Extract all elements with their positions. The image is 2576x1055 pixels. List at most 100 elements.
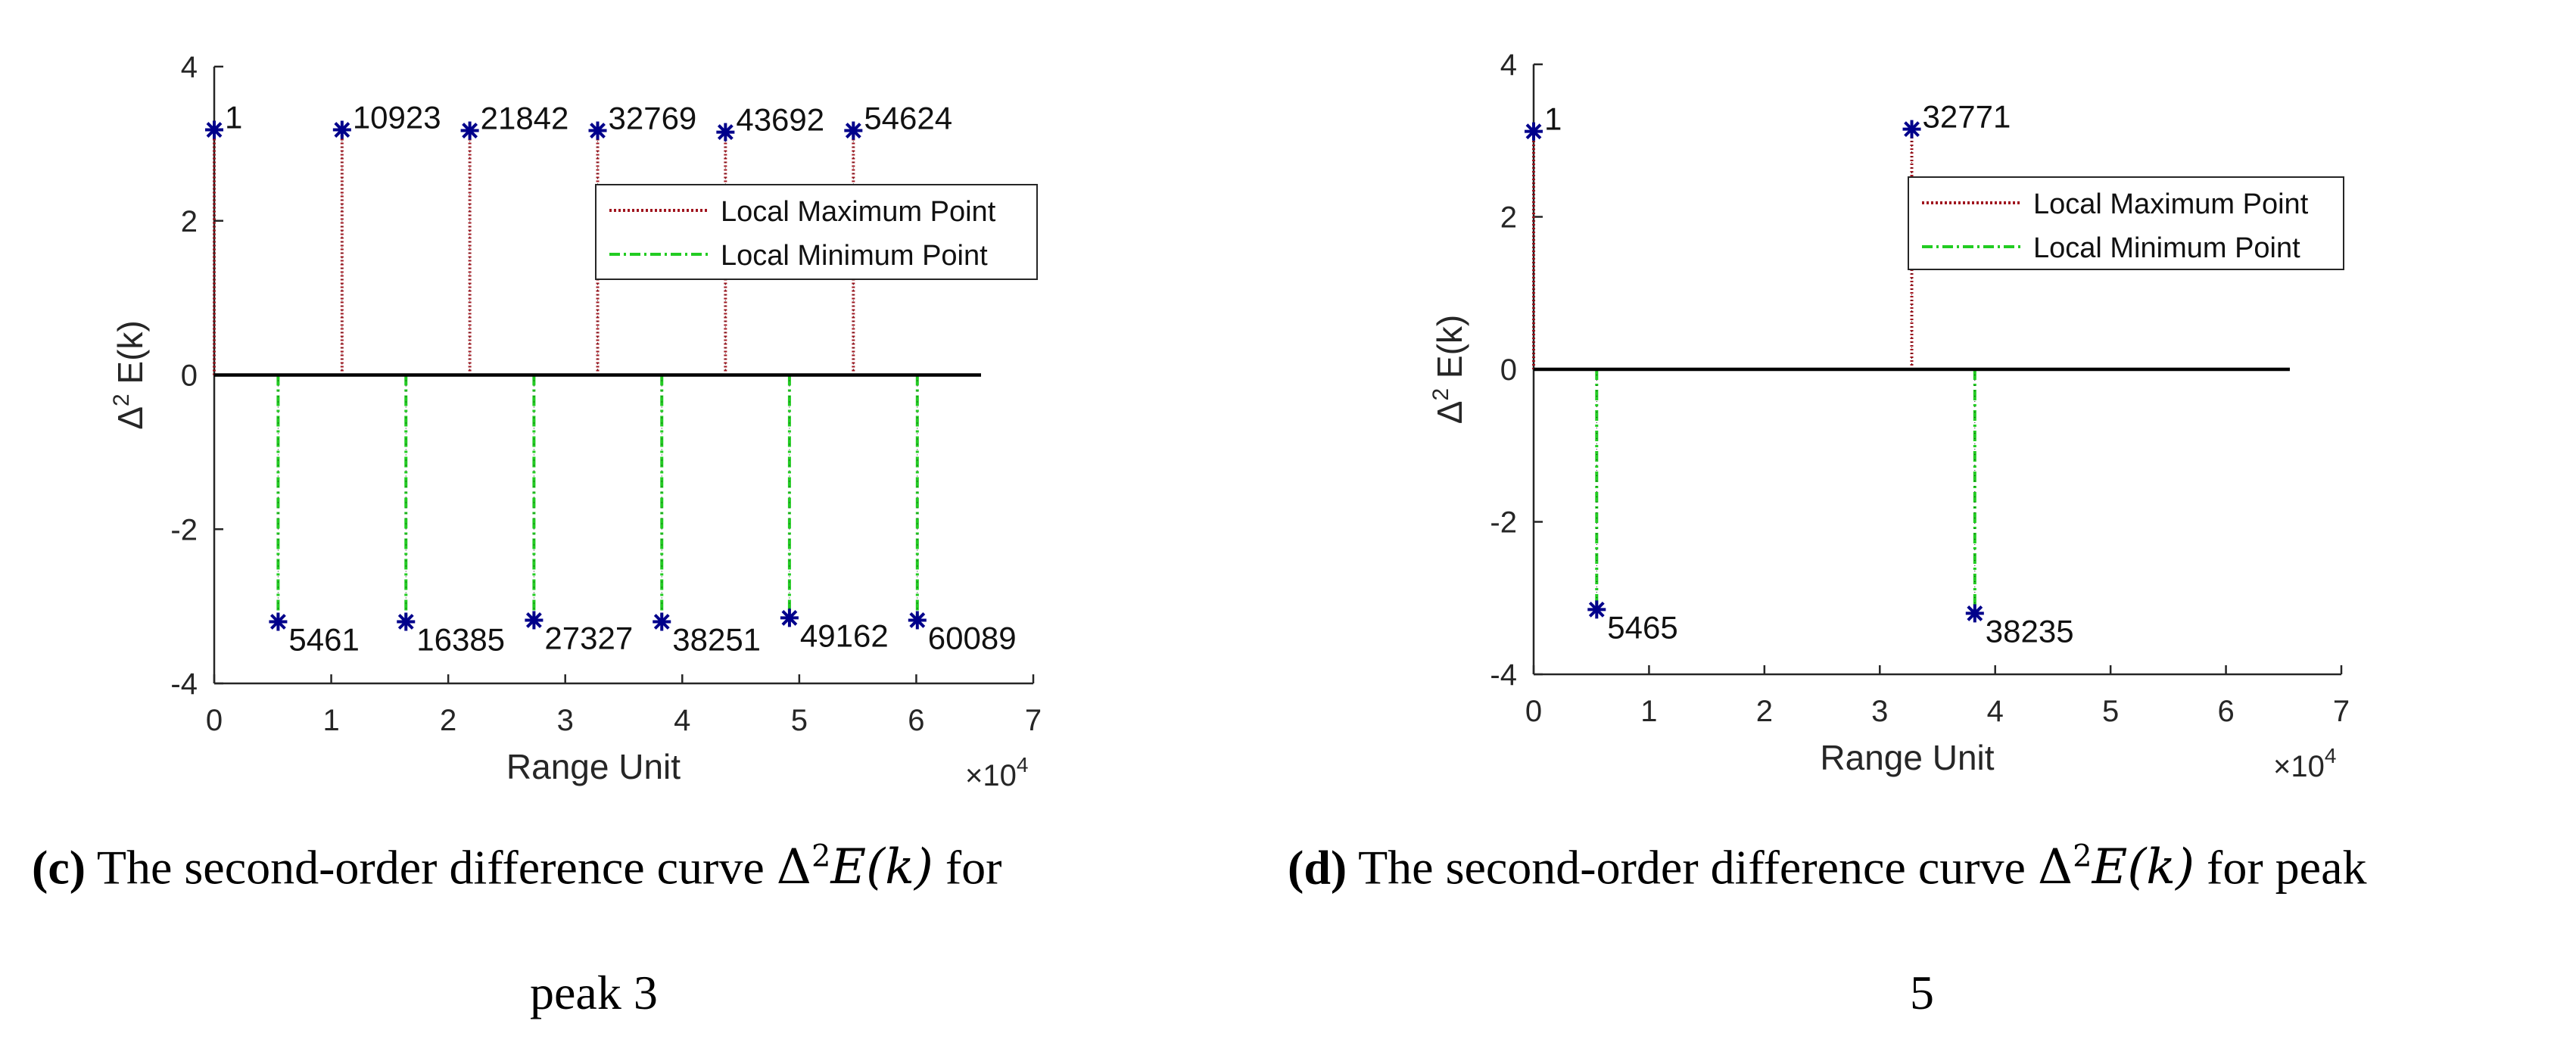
y-tick-label: 2: [181, 205, 198, 238]
caption-letter: (d): [1288, 840, 1347, 895]
x-multiplier-exponent: 4: [1017, 753, 1029, 776]
math-function: E(k): [830, 839, 933, 896]
x-tick-label: 3: [1871, 695, 1888, 728]
min-point-label: 49162: [800, 618, 889, 653]
x-multiplier-base: ×10: [2273, 750, 2325, 783]
asterisk-marker: [332, 120, 351, 139]
x-tick-label: 2: [1756, 695, 1773, 728]
max-point-label: 32769: [609, 101, 697, 136]
y-axis-label-symbol: Δ: [111, 406, 150, 430]
math-function: E(k): [2092, 839, 2195, 896]
math-exponent: 2: [2073, 839, 2092, 874]
x-tick-label: 5: [791, 704, 808, 737]
marker-stroke: [269, 614, 286, 630]
min-point-label: 38251: [672, 622, 761, 658]
caption-line-2: peak 3: [530, 966, 658, 1020]
marker-stroke: [206, 122, 223, 138]
asterisk-marker: [1525, 122, 1543, 141]
y-tick-label: 0: [181, 359, 198, 393]
legend-entry: Local Maximum Point: [721, 196, 996, 228]
x-multiplier-exponent: 4: [2325, 744, 2337, 767]
y-axis-label-text: E(k): [111, 320, 150, 394]
caption-suffix: for peak: [2194, 840, 2367, 895]
caption-text: The second-order difference curve: [86, 840, 777, 895]
min-point-label: 60089: [928, 620, 1017, 655]
marker-stroke: [590, 123, 606, 138]
x-tick-label: 4: [674, 704, 690, 737]
marker-stroke: [653, 614, 670, 630]
asterisk-marker: [716, 123, 735, 142]
max-point-label: 10923: [353, 100, 441, 135]
max-point-label: 21842: [481, 101, 569, 136]
max-point-label: 54624: [864, 101, 952, 136]
x-axis-label: Range Unit: [506, 747, 681, 786]
y-tick-label: -4: [1490, 658, 1517, 692]
asterisk-marker: [269, 612, 288, 631]
figure-d: 0 1 2 3 4 5 6 7 4 2 0 -2 -4 Range Unit Δ2 E(k) ×104 1 327…: [1288, 0, 2576, 1041]
y-axis-label-exponent: 2: [109, 394, 134, 406]
marker-stroke: [781, 609, 798, 626]
asterisk-marker: [525, 611, 544, 630]
y-axis-label-text: E(k): [1430, 315, 1469, 388]
marker-stroke: [334, 122, 350, 138]
x-tick-label: 1: [1640, 695, 1657, 728]
caption-letter: (c): [32, 840, 86, 895]
max-point-label: 1: [225, 100, 242, 135]
asterisk-marker: [1965, 604, 1984, 623]
x-tick-label: 7: [1025, 704, 1042, 737]
marker-stroke: [717, 124, 734, 141]
min-point-label: 27327: [544, 620, 633, 655]
y-tick-label: 2: [1500, 201, 1517, 235]
y-axis-label-symbol: Δ: [1430, 401, 1469, 425]
caption-line-1: (c) The second-order difference curve Δ2…: [0, 795, 1288, 930]
asterisk-marker: [397, 612, 416, 631]
caption-line-2: 5: [1910, 966, 1934, 1020]
y-tick-label: 4: [1500, 48, 1517, 82]
legend-entry: Local Minimum Point: [2033, 232, 2300, 264]
x-multiplier-base: ×10: [965, 759, 1017, 787]
caption-text: The second-order difference curve: [1347, 840, 2038, 895]
legend-entry: Local Maximum Point: [2033, 188, 2309, 220]
marker-stroke: [845, 123, 861, 138]
y-tick-label: -2: [1490, 506, 1517, 540]
marker-stroke: [462, 123, 478, 138]
marker-stroke: [525, 612, 542, 628]
y-tick-label: -2: [170, 513, 198, 546]
y-tick-label: 4: [181, 51, 198, 84]
x-tick-label: 3: [557, 704, 574, 737]
marker-stroke: [909, 612, 926, 628]
legend-box: [595, 184, 1038, 280]
y-axis-label-exponent: 2: [1428, 388, 1453, 401]
x-tick-label: 7: [2333, 695, 2350, 728]
max-point-label: 1: [1544, 101, 1562, 137]
max-point-label: 32771: [1923, 99, 2011, 135]
caption-line-1: (d) The second-order difference curve Δ2…: [1288, 795, 2576, 930]
math-symbol: Δ: [776, 839, 811, 896]
marker-stroke: [1588, 601, 1605, 618]
asterisk-marker: [844, 121, 863, 140]
min-point-label: 16385: [416, 622, 505, 658]
x-multiplier-label: ×104: [965, 753, 1028, 787]
x-tick-label: 4: [1987, 695, 2004, 728]
x-tick-label: 5: [2102, 695, 2119, 728]
x-tick-label: 0: [1525, 695, 1542, 728]
x-tick-label: 6: [908, 704, 924, 737]
y-tick-label: 0: [1500, 353, 1517, 387]
x-axis-label: Range Unit: [1820, 738, 1994, 777]
caption-math: Δ2E(k): [777, 839, 933, 895]
asterisk-marker: [588, 121, 607, 140]
math-exponent: 2: [811, 839, 831, 874]
caption-c: (c) The second-order difference curve Δ2…: [0, 795, 1288, 1055]
figure-c: 0 1 2 3 4 5 6 7 4 2 0 -2 -4 Range Unit Δ2 E(k) ×104 1 109…: [0, 0, 1288, 1041]
max-point-label: 43692: [736, 102, 824, 138]
caption-d: (d) The second-order difference curve Δ2…: [1288, 795, 2576, 1055]
y-axis-label: Δ2 E(k): [109, 320, 150, 430]
legend-entry: Local Minimum Point: [721, 240, 988, 272]
asterisk-marker: [1902, 120, 1921, 138]
caption-suffix: for: [933, 840, 1002, 895]
marker-stroke: [397, 614, 414, 630]
asterisk-marker: [780, 608, 799, 627]
y-axis-label: Δ2 E(k): [1428, 315, 1469, 425]
